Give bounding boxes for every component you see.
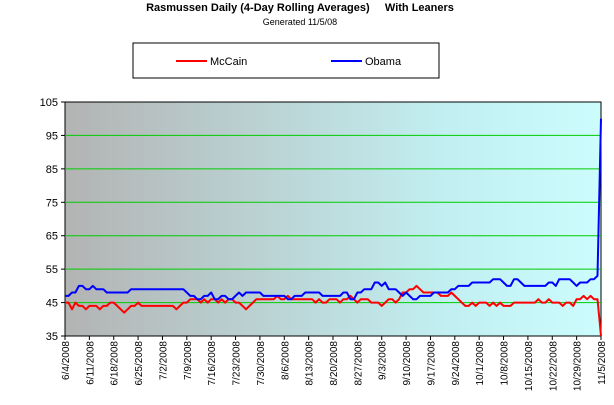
x-tick-label: 11/5/2008 <box>597 341 608 385</box>
x-tick-label: 7/9/2008 <box>183 341 194 380</box>
chart-title: Rasmussen Daily (4-Day Rolling Averages)… <box>146 2 454 14</box>
x-tick-label: 6/18/2008 <box>110 341 121 386</box>
x-tick-label: 8/20/2008 <box>329 341 340 386</box>
y-tick-label: 85 <box>46 164 58 176</box>
x-tick-label: 10/29/2008 <box>573 341 584 391</box>
x-tick-label: 6/11/2008 <box>85 341 96 385</box>
legend-label-mccain: McCain <box>210 56 247 68</box>
y-tick-label: 95 <box>46 130 58 142</box>
series-line-obama <box>65 118 602 301</box>
x-tick-label: 10/15/2008 <box>524 341 535 391</box>
x-tick-label: 10/22/2008 <box>548 341 559 391</box>
x-tick-label: 7/16/2008 <box>207 341 218 386</box>
x-tick-label: 9/3/2008 <box>378 341 389 380</box>
x-tick-label: 7/30/2008 <box>256 341 267 386</box>
x-tick-label: 7/2/2008 <box>158 341 169 380</box>
x-tick-label: 9/10/2008 <box>402 341 413 386</box>
plot-area <box>64 101 602 337</box>
y-tick-label: 35 <box>46 331 58 343</box>
x-tick-label: 8/27/2008 <box>353 341 364 386</box>
gridlines <box>65 134 601 304</box>
x-tick-label: 10/1/2008 <box>475 341 486 386</box>
y-axis-ticks: 35 45 55 65 75 85 95 105 <box>40 97 65 343</box>
y-tick-label: 105 <box>40 97 58 109</box>
x-tick-label: 8/6/2008 <box>280 341 291 380</box>
y-tick-label: 65 <box>46 231 58 243</box>
x-axis-ticks: 6/4/2008 6/11/2008 6/18/2008 6/25/2008 7/2/2… <box>61 336 608 391</box>
series-line-mccain <box>65 284 602 337</box>
x-tick-label: 9/17/2008 <box>426 341 437 386</box>
x-tick-label: 8/13/2008 <box>305 341 316 386</box>
x-tick-label: 9/24/2008 <box>451 341 462 386</box>
x-tick-label: 6/25/2008 <box>134 341 145 386</box>
y-tick-label: 75 <box>46 197 58 209</box>
y-tick-label: 45 <box>46 298 58 310</box>
legend-label-obama: Obama <box>365 56 402 68</box>
chart-subtitle: Generated 11/5/08 <box>263 17 337 27</box>
x-tick-label: 10/8/2008 <box>500 341 511 386</box>
series-group <box>65 118 602 337</box>
x-tick-label: 6/4/2008 <box>61 341 72 380</box>
y-tick-label: 55 <box>46 264 58 276</box>
x-tick-label: 7/23/2008 <box>232 341 243 386</box>
